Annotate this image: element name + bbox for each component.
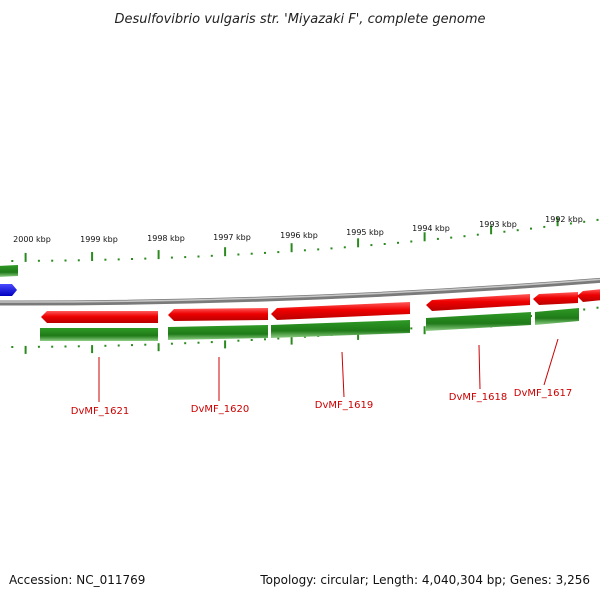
gene-label-dvmf-1618[interactable]: DvMF_1618 [449, 392, 507, 403]
ruler-label-1992: 1992 kbp [545, 215, 583, 224]
partial-blue-feature[interactable] [0, 284, 17, 296]
ruler-label-1999: 1999 kbp [80, 235, 118, 244]
ruler-label-2000: 2000 kbp [13, 235, 51, 244]
reverse-bar-1[interactable] [40, 328, 158, 341]
ruler-label-1998: 1998 kbp [147, 234, 185, 243]
reverse-gene-bars [40, 308, 579, 341]
ruler-label-1995: 1995 kbp [346, 228, 384, 237]
genome-summary-text: Topology: circular; Length: 4,040,304 bp… [260, 573, 590, 587]
genome-backbone [0, 277, 600, 306]
ruler-label-1994: 1994 kbp [412, 224, 450, 233]
leader-line-dvmf-1617 [543, 338, 559, 386]
ruler-label-1997: 1997 kbp [213, 233, 251, 242]
gene-arrow-dvmf-1617[interactable] [533, 292, 578, 305]
gene-arrow-dvmf-1620[interactable] [168, 308, 268, 321]
forward-gene-arrows [41, 289, 600, 323]
gene-arrow-dvmf-1621[interactable] [41, 311, 158, 323]
gene-arrow-dvmf-1619[interactable] [271, 302, 410, 320]
upper-ruler-ticks [11, 217, 599, 262]
gene-arrow-dvmf-1618[interactable] [426, 294, 530, 311]
leader-line-dvmf-1619 [341, 351, 345, 398]
partial-reverse-feature[interactable] [0, 265, 18, 277]
gene-label-dvmf-1619[interactable]: DvMF_1619 [315, 400, 373, 411]
gene-arrow-next[interactable] [577, 289, 600, 302]
accession-text: Accession: NC_011769 [9, 573, 146, 587]
reverse-bar-3[interactable] [271, 320, 410, 338]
map-title: Desulfovibrio vulgaris str. 'Miyazaki F'… [114, 12, 485, 27]
reverse-bar-4[interactable] [426, 312, 531, 331]
genome-backbone-highlight [0, 278, 600, 303]
reverse-bar-2[interactable] [168, 325, 268, 340]
gene-label-dvmf-1621[interactable]: DvMF_1621 [71, 406, 129, 417]
reverse-bar-5[interactable] [535, 308, 579, 325]
leader-line-dvmf-1618 [478, 344, 481, 390]
ruler-label-1993: 1993 kbp [479, 220, 517, 229]
gene-label-dvmf-1617[interactable]: DvMF_1617 [514, 388, 572, 399]
gene-label-dvmf-1620[interactable]: DvMF_1620 [191, 404, 249, 415]
ruler-label-1996: 1996 kbp [280, 231, 318, 240]
